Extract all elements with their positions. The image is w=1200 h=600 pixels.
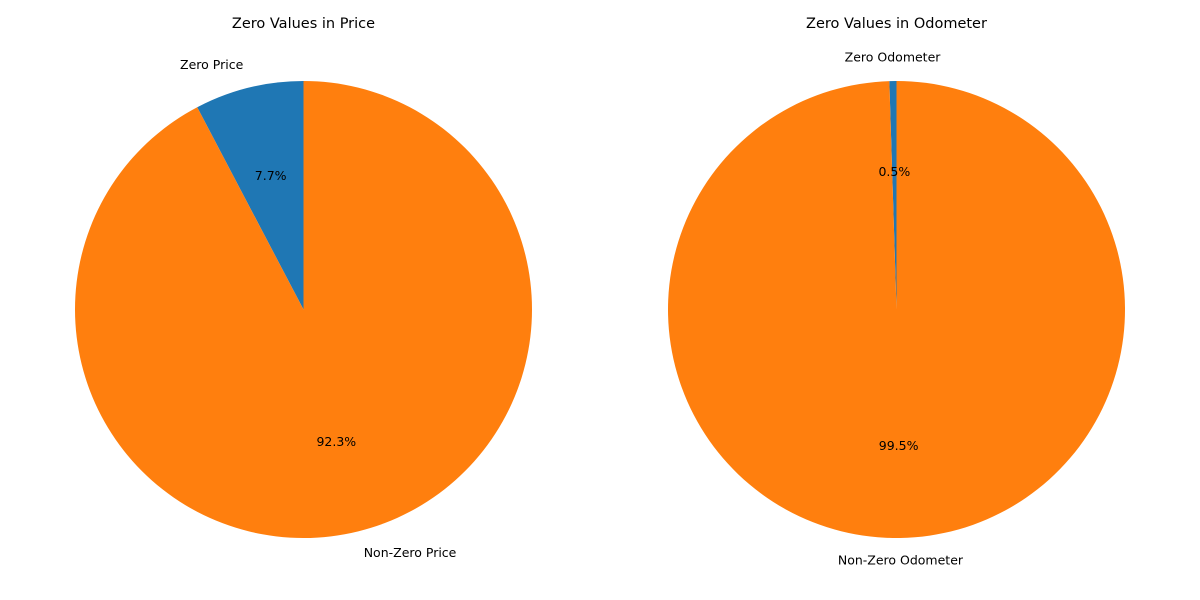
odometer-slice-non-zero-odometer: [668, 81, 1125, 538]
odometer-chart-title: Zero Values in Odometer: [806, 16, 987, 32]
odometer-label-non-zero-odometer: Non-Zero Odometer: [838, 552, 964, 567]
price-slice-zero-price: [197, 81, 304, 310]
odometer-percent-non-zero-odometer: 99.5%: [879, 438, 919, 453]
price-slice-non-zero-price: [75, 81, 533, 538]
odometer-percent-zero-odometer: 0.5%: [878, 164, 910, 179]
odometer-label-zero-odometer: Zero Odometer: [845, 50, 942, 65]
price-label-zero-price: Zero Price: [180, 57, 244, 72]
price-chart-title: Zero Values in Price: [232, 16, 375, 32]
price-label-non-zero-price: Non-Zero Price: [364, 545, 457, 560]
odometer-slice-zero-odometer: [889, 81, 897, 310]
price-percent-zero-price: 7.7%: [255, 168, 287, 183]
price-pie-chart: Zero Values in Price Zero Price 7.7% Non-Z…: [75, 16, 533, 560]
odometer-pie-chart: Zero Values in Odometer Zero Odometer 0.5…: [668, 16, 1125, 567]
price-percent-non-zero-price: 92.3%: [316, 434, 356, 449]
